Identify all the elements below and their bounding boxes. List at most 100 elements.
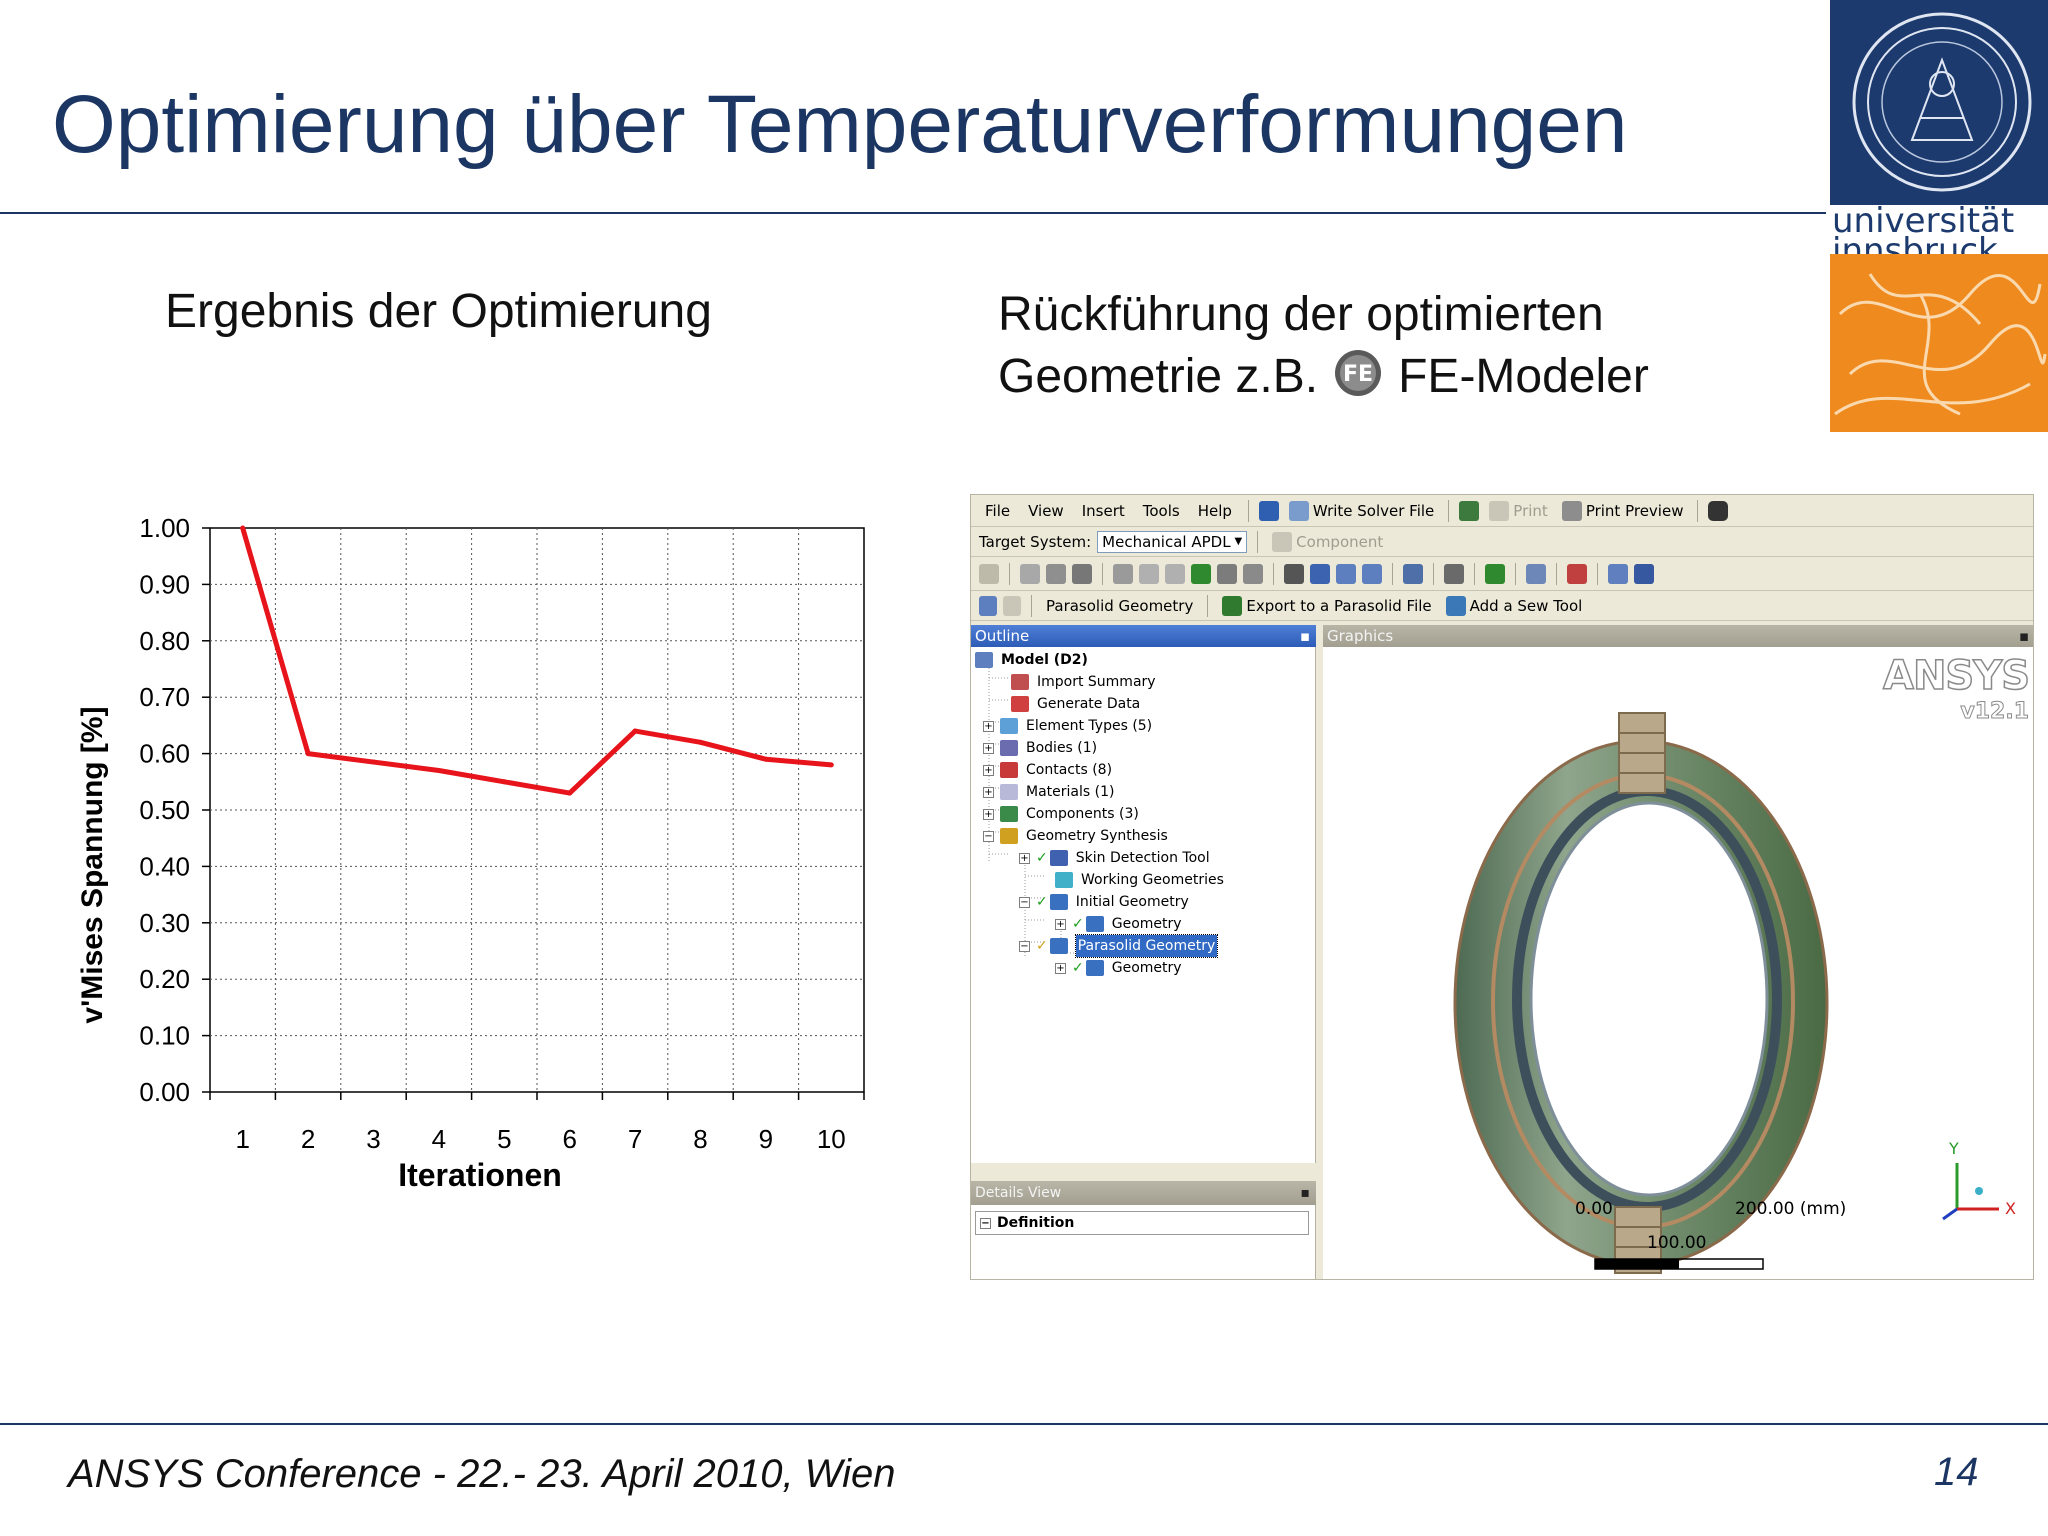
cube-shaded-icon[interactable] xyxy=(1634,563,1654,584)
tree-item-geometry-2[interactable]: + ✓ Geometry xyxy=(1055,957,1182,979)
tree-item-components[interactable]: + Components (3) xyxy=(983,806,1139,822)
optimization-chart: 0.00 0.10 0.20 0.30 0.40 0.50 0.60 0.70 0.80 0.90… xyxy=(30,500,910,1220)
series-line xyxy=(240,527,832,796)
print-button[interactable]: Print xyxy=(1485,500,1552,521)
zoom-region-icon[interactable] xyxy=(1444,563,1464,584)
y-tick-label: 0.00 xyxy=(139,1077,190,1107)
tree-item-import-summary[interactable]: Import Summary xyxy=(1011,671,1156,693)
zoom-box-icon[interactable] xyxy=(1403,563,1423,584)
iso-view-icon[interactable] xyxy=(1567,563,1587,584)
x-tick-label: 1 xyxy=(235,1124,249,1154)
generate-data-icon xyxy=(1011,696,1029,712)
parasolid-geometry-button[interactable]: Parasolid Geometry xyxy=(1046,596,1194,615)
cube-view-icon[interactable] xyxy=(1608,563,1628,584)
tree-item-geometry-synthesis[interactable]: − Geometry Synthesis xyxy=(983,828,1168,844)
write-solver-file-button[interactable]: Write Solver File xyxy=(1285,500,1438,521)
expand-plus-icon[interactable]: + xyxy=(983,720,994,732)
add-sew-tool-button[interactable]: Add a Sew Tool xyxy=(1442,595,1587,616)
expand-plus-icon[interactable]: + xyxy=(983,786,994,798)
menu-tools[interactable]: Tools xyxy=(1142,501,1180,520)
toolbar-separator xyxy=(1207,594,1209,617)
tree-item-contacts[interactable]: + Contacts (8) xyxy=(983,762,1113,778)
tree-item-element-types[interactable]: + Element Types (5) xyxy=(983,718,1153,734)
export-parasolid-button[interactable]: Export to a Parasolid File xyxy=(1218,595,1435,616)
tree-item-parasolid-geometry[interactable]: − ✓ Parasolid Geometry xyxy=(1019,934,1219,958)
target-system-select[interactable]: Mechanical APDL ▼ xyxy=(1097,530,1248,553)
tree-item-bodies[interactable]: + Bodies (1) xyxy=(983,740,1098,756)
scribble-pattern-icon xyxy=(1834,273,2047,416)
y-tick-label: 0.20 xyxy=(139,964,190,994)
ring-model-render xyxy=(1453,712,1999,1274)
node-select-icon[interactable] xyxy=(1020,563,1040,584)
select-pointer-icon[interactable] xyxy=(979,563,999,584)
component-button[interactable]: Component xyxy=(1268,531,1387,552)
view-toolbar xyxy=(971,557,2033,591)
triad-y-label: Y xyxy=(1949,1139,1959,1158)
collapse-minus-icon[interactable]: − xyxy=(980,1217,991,1229)
chevron-down-icon: ▼ xyxy=(1234,536,1243,547)
toolbar-separator xyxy=(1433,562,1434,585)
graphics-viewport[interactable]: ANSYS v12.1 xyxy=(1323,647,2033,1279)
menu-view[interactable]: View xyxy=(1028,501,1064,520)
solid-view-icon[interactable] xyxy=(1217,563,1237,584)
tree-item-geometry[interactable]: + ✓ Geometry xyxy=(1055,913,1182,935)
tree-item-working-geometries[interactable]: Working Geometries xyxy=(1055,869,1224,891)
y-tick-label: 0.50 xyxy=(139,795,190,825)
tree-item-generate-data[interactable]: Generate Data xyxy=(1011,693,1140,715)
print-preview-icon xyxy=(1561,500,1582,521)
save-icon[interactable] xyxy=(1258,500,1279,521)
show-mesh-icon[interactable] xyxy=(1191,563,1211,584)
zoom-in-icon[interactable] xyxy=(1362,563,1382,584)
pin-icon[interactable]: ▪ xyxy=(1300,1185,1311,1201)
checkmark-icon: ✓ xyxy=(1036,894,1048,910)
collapse-minus-icon[interactable]: − xyxy=(983,830,994,842)
print-preview-button[interactable]: Print Preview xyxy=(1558,500,1688,521)
tree-item-materials[interactable]: + Materials (1) xyxy=(983,784,1115,800)
box-select-alt-icon[interactable] xyxy=(1165,563,1185,584)
image-export-icon[interactable] xyxy=(1459,500,1480,521)
checkmark-icon: ✓ xyxy=(1036,938,1048,954)
collapse-minus-icon[interactable]: − xyxy=(1019,940,1030,952)
menu-file[interactable]: File xyxy=(985,501,1011,520)
face-select-icon[interactable] xyxy=(1072,563,1092,584)
menu-help[interactable]: Help xyxy=(1197,501,1232,520)
scale-left-label: 0.00 xyxy=(1575,1199,1613,1219)
tree-item-skin-detection-tool[interactable]: + ✓ Skin Detection Tool xyxy=(1019,847,1210,869)
right-heading: Rückführung der optimierten Geometrie z.… xyxy=(998,284,1649,408)
details-definition-row[interactable]: − Definition xyxy=(975,1211,1309,1235)
camera-icon[interactable] xyxy=(1708,500,1729,521)
redo-icon[interactable] xyxy=(1003,595,1021,616)
pin-icon[interactable]: ▪ xyxy=(2018,627,2029,645)
box-select-icon[interactable] xyxy=(1139,563,1159,584)
zoom-fit-icon[interactable] xyxy=(1485,563,1505,584)
expand-plus-icon[interactable]: + xyxy=(983,742,994,754)
footer-divider xyxy=(0,1423,2048,1425)
collapse-minus-icon[interactable]: − xyxy=(1019,896,1030,908)
toolbar-separator xyxy=(1273,562,1274,585)
menu-insert[interactable]: Insert xyxy=(1081,501,1125,520)
expand-plus-icon[interactable]: + xyxy=(1019,852,1030,864)
import-summary-icon xyxy=(1011,674,1029,690)
coordinate-icon[interactable] xyxy=(1113,563,1133,584)
scale-right-label: 200.00 (mm) xyxy=(1735,1199,1847,1219)
materials-icon xyxy=(1000,784,1018,800)
pan-icon[interactable] xyxy=(1310,563,1330,584)
pin-icon[interactable]: ▪ xyxy=(1299,627,1310,645)
right-heading-line-1: Rückführung der optimierten xyxy=(998,288,1604,341)
geometry-icon xyxy=(1085,916,1104,932)
undo-icon[interactable] xyxy=(979,595,997,616)
tree-item-model[interactable]: Model (D2) xyxy=(975,649,1088,671)
expand-plus-icon[interactable]: + xyxy=(1055,918,1066,930)
sew-tool-icon xyxy=(1445,595,1466,616)
zoom-icon[interactable] xyxy=(1336,563,1356,584)
rotate-icon[interactable] xyxy=(1284,563,1304,584)
magnifier-icon[interactable] xyxy=(1526,563,1546,584)
expand-plus-icon[interactable]: + xyxy=(983,808,994,820)
tree-item-initial-geometry[interactable]: − ✓ Initial Geometry xyxy=(1019,891,1189,913)
element-select-icon[interactable] xyxy=(1046,563,1066,584)
wireframe-icon[interactable] xyxy=(1243,563,1263,584)
skin-detection-icon xyxy=(1049,850,1068,866)
university-wordmark: universität innsbruck xyxy=(1830,204,2048,268)
expand-plus-icon[interactable]: + xyxy=(983,764,994,776)
expand-plus-icon[interactable]: + xyxy=(1055,962,1066,974)
